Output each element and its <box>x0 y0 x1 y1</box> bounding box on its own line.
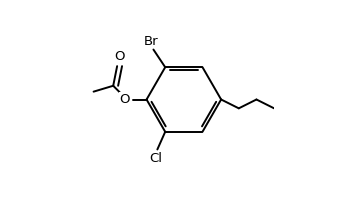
Text: O: O <box>119 93 130 106</box>
Text: Cl: Cl <box>149 152 162 165</box>
Text: Br: Br <box>144 35 159 48</box>
Text: O: O <box>114 50 125 63</box>
